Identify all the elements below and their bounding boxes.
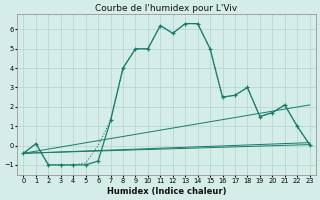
Title: Courbe de l'humidex pour L'Viv: Courbe de l'humidex pour L'Viv [95, 4, 238, 13]
X-axis label: Humidex (Indice chaleur): Humidex (Indice chaleur) [107, 187, 226, 196]
